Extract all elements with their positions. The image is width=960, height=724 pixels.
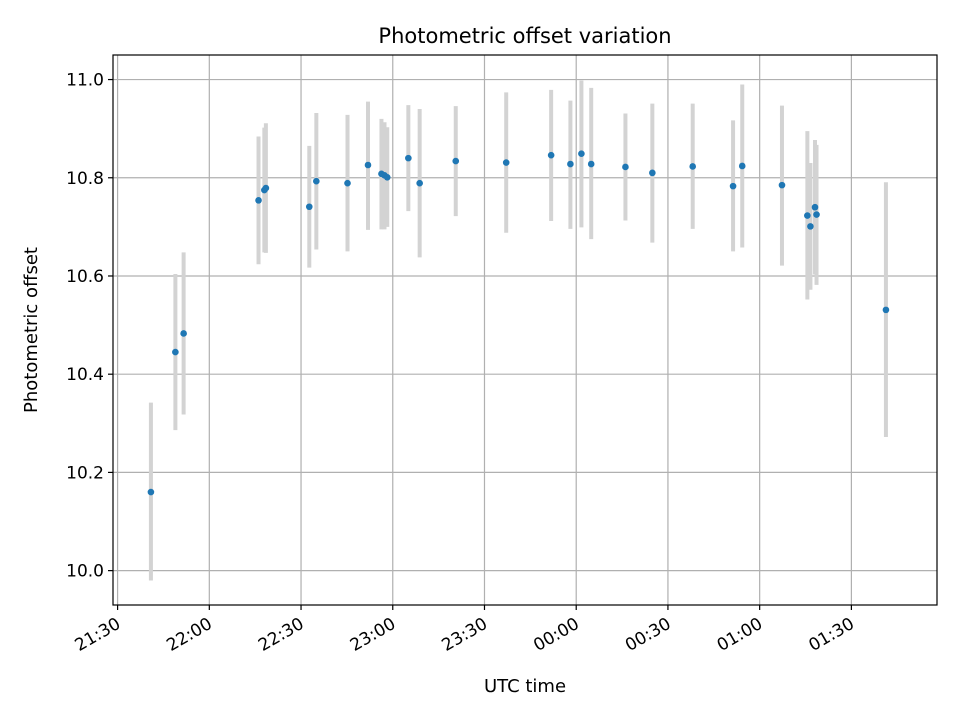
data-point — [649, 169, 656, 177]
data-point — [255, 197, 262, 204]
data-point — [778, 181, 786, 189]
data-point — [344, 179, 351, 187]
data-point — [180, 330, 187, 337]
data-point — [172, 348, 179, 356]
data-point — [738, 162, 746, 170]
data-point — [567, 160, 574, 168]
data-point — [452, 157, 460, 165]
data-point — [547, 151, 555, 159]
data-point — [689, 163, 697, 170]
data-point — [729, 182, 737, 190]
x-axis-label: UTC time — [484, 676, 566, 697]
y-tick-label: 11.0 — [66, 71, 104, 91]
y-tick-label: 10.4 — [66, 365, 104, 385]
plot-frame — [112, 54, 938, 606]
data-point — [578, 150, 585, 158]
y-tick-label: 10.8 — [66, 169, 104, 189]
data-point — [622, 163, 629, 171]
y-axis-ticks: 10.0 10.2 10.4 10.6 10.8 11.0 — [66, 71, 113, 582]
data-point — [813, 211, 820, 218]
data-point — [502, 159, 510, 166]
data-point — [262, 184, 270, 192]
data-point — [416, 179, 423, 187]
y-tick-label: 10.0 — [66, 562, 104, 582]
data-points — [147, 150, 890, 496]
y-tick-label: 10.2 — [66, 463, 104, 483]
data-point — [364, 161, 372, 169]
data-point — [147, 488, 155, 496]
data-point — [305, 203, 313, 211]
data-point — [587, 160, 595, 168]
data-point — [383, 173, 391, 181]
data-point — [807, 223, 814, 230]
data-point — [313, 177, 320, 185]
data-point — [882, 306, 890, 314]
data-point — [811, 203, 819, 211]
chart-title: Photometric offset variation — [378, 24, 671, 48]
y-axis-label: Photometric offset — [21, 247, 42, 413]
data-point — [804, 212, 811, 219]
y-tick-label: 10.6 — [66, 267, 104, 287]
grid-lines — [113, 55, 937, 605]
data-point — [405, 154, 412, 162]
